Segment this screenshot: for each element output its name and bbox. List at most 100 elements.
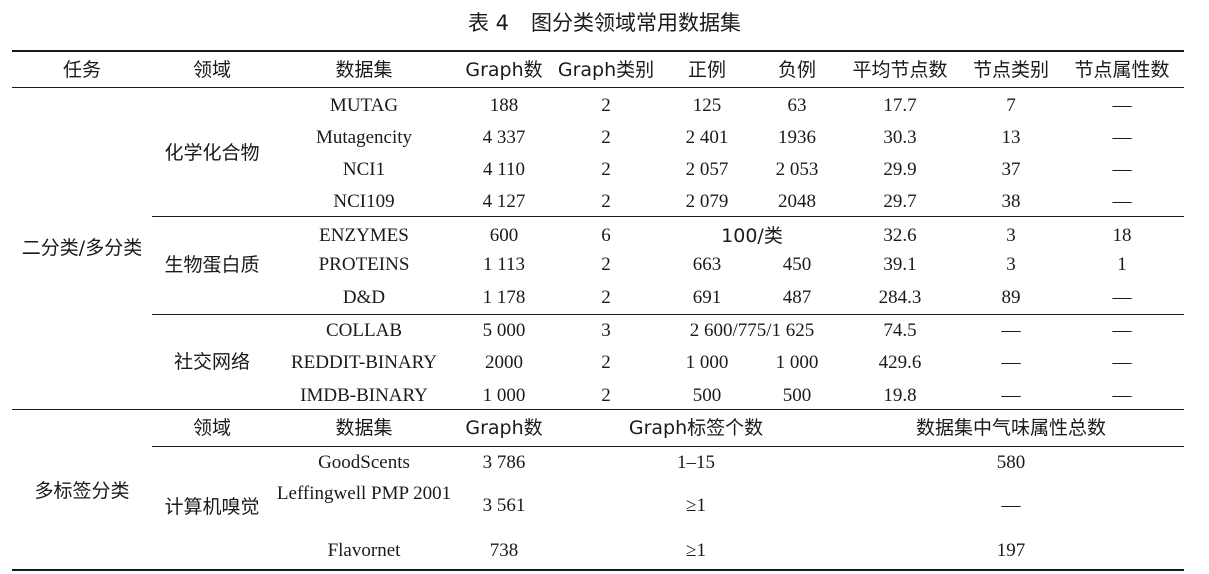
node-attrs: —	[1112, 127, 1132, 148]
graph-classes: 6	[601, 225, 611, 246]
negative-count: 1 000	[775, 352, 819, 373]
avg-nodes: 30.3	[883, 127, 917, 148]
graph-classes: 2	[601, 385, 611, 406]
table-title: 图分类领域常用数据集	[531, 11, 742, 35]
subgroup-rule-1	[152, 216, 1184, 217]
avg-nodes: 284.3	[878, 287, 922, 308]
graph-count: 188	[489, 95, 519, 116]
node-attrs: —	[1112, 385, 1132, 406]
dataset-name: Mutagencity	[315, 127, 413, 148]
avg-nodes: 39.1	[883, 254, 917, 275]
positive-count: 691	[692, 287, 722, 308]
graph-count: 4 127	[482, 191, 526, 212]
node-attrs: —	[1112, 159, 1132, 180]
positive-count: 125	[692, 95, 722, 116]
dataset-name: Flavornet	[327, 540, 401, 561]
dataset-name: PROTEINS	[318, 254, 410, 275]
graph-count: 4 110	[482, 159, 526, 180]
negative-count: 63	[787, 95, 807, 116]
graph-classes: 3	[601, 320, 611, 341]
graph-classes: 2	[601, 254, 611, 275]
table-caption: 表 4 图分类领域常用数据集	[0, 7, 1209, 37]
avg-nodes: 29.9	[883, 159, 917, 180]
node-attrs: 1	[1117, 254, 1127, 275]
column-header-nattr: 节点属性数	[1074, 59, 1170, 81]
negative-count: 1936	[778, 127, 816, 148]
graph-count: 2000	[485, 352, 523, 373]
graph-count: 4 337	[482, 127, 526, 148]
node-attrs: —	[1112, 287, 1132, 308]
node-classes: 3	[1006, 254, 1016, 275]
graph-count: 1 000	[482, 385, 526, 406]
graph-count: 738	[489, 540, 519, 561]
negative-count: 450	[782, 254, 812, 275]
negative-count: 2048	[778, 191, 816, 212]
column-header-task: 任务	[62, 59, 102, 81]
column-header-neg: 负例	[777, 59, 817, 81]
avg-nodes: 429.6	[878, 352, 922, 373]
avg-nodes: 32.6	[883, 225, 917, 246]
graph-classes: 2	[601, 352, 611, 373]
pos-neg-combined: 100/类	[721, 225, 783, 247]
dataset-name: ENZYMES	[319, 225, 409, 246]
node-attrs: —	[1112, 191, 1132, 212]
domain-label: 社交网络	[173, 351, 251, 373]
task-label: 二分类/多分类	[21, 237, 143, 259]
dataset-name: NCI109	[333, 191, 395, 212]
column-header-domain: 领域	[192, 59, 232, 81]
domain-label: 计算机嗅觉	[164, 496, 260, 518]
node-attrs: —	[1112, 320, 1132, 341]
bottom-rule	[12, 569, 1184, 571]
odor-attr-total: 197	[996, 540, 1026, 561]
positive-count: 2 057	[685, 159, 729, 180]
graph-count: 3 786	[482, 452, 526, 473]
avg-nodes: 29.7	[883, 191, 917, 212]
avg-nodes: 19.8	[883, 385, 917, 406]
node-classes: —	[1001, 385, 1021, 406]
node-attrs: 18	[1112, 225, 1132, 246]
positive-count: 2 079	[685, 191, 729, 212]
group-rule	[12, 409, 1184, 410]
graph-count: 600	[489, 225, 519, 246]
node-classes: —	[1001, 320, 1021, 341]
domain-label: 化学化合物	[164, 142, 260, 164]
negative-count: 500	[782, 385, 812, 406]
graph-label-count: ≥1	[686, 495, 706, 516]
node-classes: 13	[1001, 127, 1021, 148]
negative-count: 487	[782, 287, 812, 308]
graph-label-count: 1–15	[677, 452, 715, 473]
column-header-avg: 平均节点数	[852, 59, 948, 81]
graph-classes: 2	[601, 95, 611, 116]
column-header-ncls: 节点类别	[972, 59, 1050, 81]
graph-label-count: ≥1	[686, 540, 706, 561]
graph-count: 3 561	[482, 495, 526, 516]
dataset-name: NCI1	[342, 159, 386, 180]
positive-count: 663	[692, 254, 722, 275]
dataset-name: IMDB-BINARY	[300, 385, 428, 406]
positive-count: 2 401	[685, 127, 729, 148]
graph-count: 1 113	[482, 254, 526, 275]
subgroup-rule-2	[152, 314, 1184, 315]
dataset-name: Leffingwell PMP 2001	[276, 483, 452, 504]
subheader-dataset: 数据集	[335, 417, 393, 439]
graph-count: 1 178	[482, 287, 526, 308]
node-classes: 37	[1001, 159, 1021, 180]
node-attrs: —	[1112, 352, 1132, 373]
graph-classes: 2	[601, 287, 611, 308]
odor-attr-total: 580	[996, 452, 1026, 473]
node-classes: —	[1001, 352, 1021, 373]
negative-count: 2 053	[775, 159, 819, 180]
column-header-graphs: Graph数	[465, 59, 543, 81]
pos-neg-combined: 2 600/775/1 625	[689, 320, 815, 341]
subheader-graphs: Graph数	[465, 417, 543, 439]
node-classes: 38	[1001, 191, 1021, 212]
header-rule	[12, 87, 1184, 88]
dataset-name: COLLAB	[326, 320, 402, 341]
subheader-odor-attrs: 数据集中气味属性总数	[915, 417, 1107, 439]
subheader-domain: 领域	[192, 417, 232, 439]
graph-classes: 2	[601, 191, 611, 212]
node-classes: 7	[1006, 95, 1016, 116]
table-number: 表 4	[467, 11, 510, 35]
node-classes: 89	[1001, 287, 1021, 308]
odor-attr-total: —	[1001, 495, 1021, 516]
